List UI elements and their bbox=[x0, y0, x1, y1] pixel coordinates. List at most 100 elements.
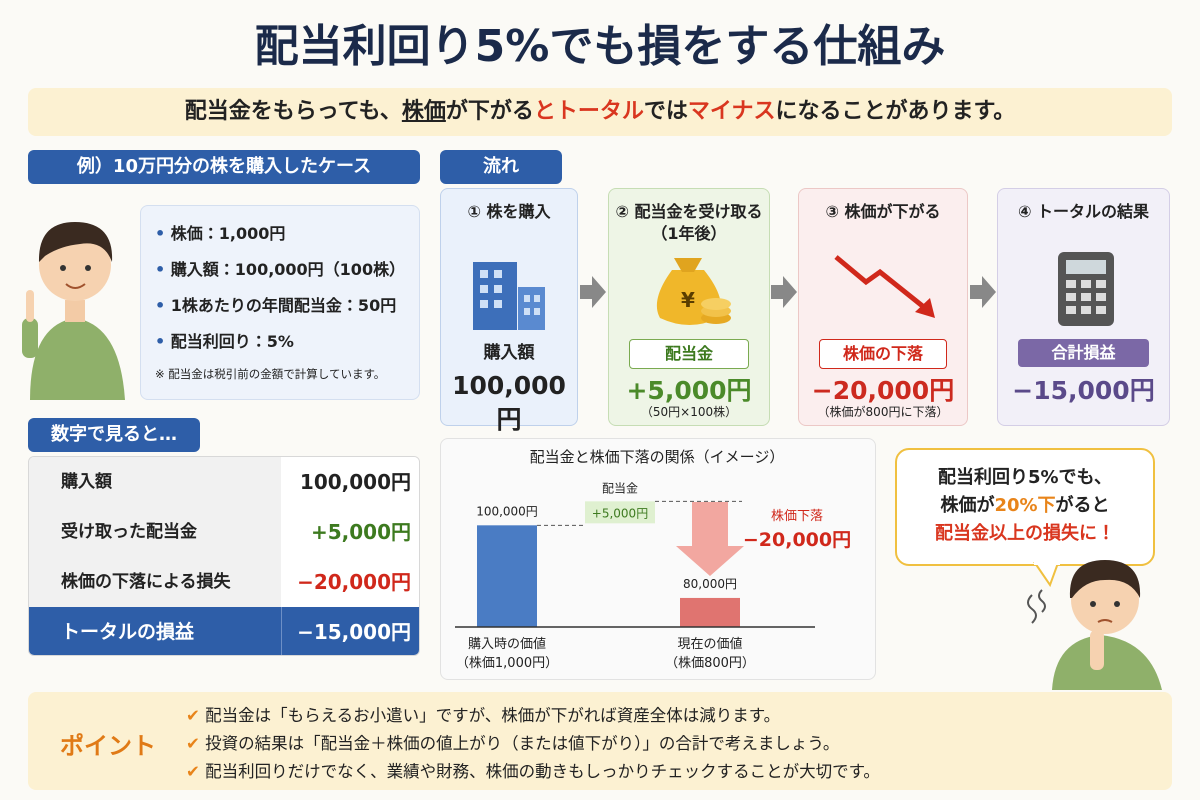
example-box: • 株価：1,000円 • 購入額：100,000円（100株） • 1株あたり… bbox=[140, 205, 420, 400]
decoration bbox=[480, 270, 488, 278]
decoration bbox=[480, 300, 488, 308]
subtitle-part: になることがあります。 bbox=[775, 99, 1016, 124]
example-item: • 購入額：100,000円（100株） bbox=[155, 252, 405, 288]
decoration bbox=[480, 285, 488, 293]
drop-arrow bbox=[676, 502, 744, 576]
bubble-line: 配当金以上の損失に！ bbox=[897, 520, 1153, 548]
decoration bbox=[494, 300, 502, 308]
decoration bbox=[580, 276, 606, 308]
bubble-line: 配当利回り5%でも、 bbox=[897, 464, 1153, 492]
dividend-label: 配当金 bbox=[602, 481, 638, 495]
point-label: ポイント bbox=[60, 732, 156, 760]
example-item: • 配当利回り：5% bbox=[155, 324, 405, 360]
decoration bbox=[701, 298, 731, 310]
point-item: ✔ 配当利回りだけでなく、業績や財務、株価の動きもしっかりチェックすることが大切… bbox=[186, 758, 880, 786]
row-value: −15,000円 bbox=[281, 607, 419, 655]
step-title: ① 株を購入 bbox=[467, 202, 551, 221]
decoration bbox=[1081, 306, 1091, 314]
step-amount: 100,000円 bbox=[452, 371, 566, 434]
decoration bbox=[970, 276, 996, 308]
decline-icon bbox=[834, 255, 935, 318]
decoration bbox=[22, 318, 38, 358]
step-note: （50円×100株） bbox=[640, 405, 738, 419]
table-row: 購入額 100,000円 bbox=[29, 457, 419, 508]
point-list: ✔ 配当金は「もらえるお小遣い」ですが、株価が下がれば資産全体は減ります。 ✔ … bbox=[186, 702, 880, 786]
subtitle-part: マイナス bbox=[687, 99, 776, 124]
subtitle-part: トータル bbox=[555, 99, 644, 124]
value-label: 100,000円 bbox=[476, 504, 538, 518]
table-row: 受け取った配当金 +5,000円 bbox=[29, 507, 419, 558]
decoration bbox=[1052, 635, 1162, 690]
decoration bbox=[1096, 280, 1106, 288]
example-list: • 株価：1,000円 • 購入額：100,000円（100株） • 1株あたり… bbox=[155, 216, 405, 360]
value-label: 80,000円 bbox=[683, 577, 737, 591]
table-row: トータルの損益 −15,000円 bbox=[29, 607, 419, 655]
step-label: 配当金 bbox=[629, 339, 749, 369]
point-item: ✔ 配当金は「もらえるお小遣い」ですが、株価が下がれば資産全体は減ります。 bbox=[186, 702, 880, 730]
decoration bbox=[771, 276, 797, 308]
decoration bbox=[524, 295, 530, 302]
chart-title: 配当金と株価下落の関係（イメージ） bbox=[530, 448, 785, 466]
decoration: ¥ bbox=[681, 288, 695, 312]
decoration bbox=[494, 285, 502, 293]
calculator-icon bbox=[1058, 252, 1114, 326]
example-item: • 1株あたりの年間配当金：50円 bbox=[155, 288, 405, 324]
flow-step: ③ 株価が下がる 株価の下落 −20,000円 （株価が800円に下落） bbox=[798, 188, 968, 426]
row-label: トータルの損益 bbox=[29, 607, 313, 655]
example-item: • 株価：1,000円 bbox=[155, 216, 405, 252]
dividend-amount: +5,000円 bbox=[592, 506, 648, 520]
decoration: • bbox=[155, 224, 171, 243]
drop-label: 株価下落 bbox=[771, 509, 823, 524]
category-label: 現在の価値 bbox=[677, 636, 742, 652]
decoration bbox=[534, 295, 540, 302]
decoration bbox=[1066, 293, 1076, 301]
speech-bubble: 配当利回り5%でも、 株価が20%下がると 配当金以上の損失に！ bbox=[895, 448, 1155, 566]
decoration bbox=[1069, 560, 1141, 598]
row-label: 購入額 bbox=[29, 457, 313, 507]
point-text: 配当利回りだけでなく、業績や財務、株価の動きもしっかりチェックすることが大切です… bbox=[205, 762, 880, 781]
decoration bbox=[915, 298, 935, 318]
category-note: （株価1,000円） bbox=[456, 656, 558, 671]
example-item-text: 株価：1,000円 bbox=[170, 224, 286, 243]
table-row: 株価の下落による損失 −20,000円 bbox=[29, 557, 419, 608]
decoration bbox=[1097, 619, 1113, 623]
dividend-box bbox=[585, 501, 655, 524]
worried-person bbox=[1027, 560, 1162, 690]
decoration bbox=[1066, 280, 1076, 288]
point-text: 投資の結果は「配当金＋株価の値上がり（または値下がり）」の合計で考えましょう。 bbox=[205, 734, 840, 753]
subtitle-part: では bbox=[643, 99, 688, 124]
bubble-tail bbox=[1033, 562, 1060, 588]
row-label: 株価の下落による損失 bbox=[29, 557, 313, 607]
decoration bbox=[834, 255, 927, 310]
step-amount: −15,000円 bbox=[1012, 376, 1155, 405]
bubble-text: 配当金以上の損失に！ bbox=[935, 523, 1115, 544]
decoration bbox=[1090, 630, 1104, 670]
example-item-text: 購入額：100,000円（100株） bbox=[170, 260, 406, 279]
decoration bbox=[38, 222, 113, 262]
point-box: ポイント ✔ 配当金は「もらえるお小遣い」ですが、株価が下がれば資産全体は減りま… bbox=[28, 692, 1172, 790]
flow-arrows bbox=[580, 276, 996, 308]
row-value: +5,000円 bbox=[281, 507, 419, 557]
decoration bbox=[480, 270, 540, 315]
decoration bbox=[1096, 306, 1106, 314]
decoration bbox=[534, 308, 540, 315]
bar bbox=[477, 525, 537, 627]
step-label: 購入額 bbox=[483, 343, 535, 363]
decoration bbox=[65, 300, 85, 322]
subtitle-part: 配当金をもらっても、 bbox=[184, 99, 402, 124]
row-value: −20,000円 bbox=[281, 557, 419, 607]
decoration bbox=[1081, 293, 1091, 301]
decoration bbox=[1090, 601, 1096, 607]
decoration bbox=[26, 290, 34, 322]
step-note: （株価が800円に下落） bbox=[817, 405, 949, 419]
example-heading: 例）10万円分の株を購入したケース bbox=[28, 150, 420, 184]
decoration: • bbox=[155, 260, 171, 279]
money-icon: ¥ bbox=[656, 258, 731, 325]
drop-amount: −20,000円 bbox=[743, 529, 851, 551]
decoration bbox=[1027, 594, 1037, 624]
row-value: 100,000円 bbox=[281, 457, 419, 507]
bubble-text: 株価が bbox=[940, 495, 995, 516]
point-item: ✔ 投資の結果は「配当金＋株価の値上がり（または値下がり）」の合計で考えましょう… bbox=[186, 730, 880, 758]
decoration bbox=[1114, 601, 1120, 607]
